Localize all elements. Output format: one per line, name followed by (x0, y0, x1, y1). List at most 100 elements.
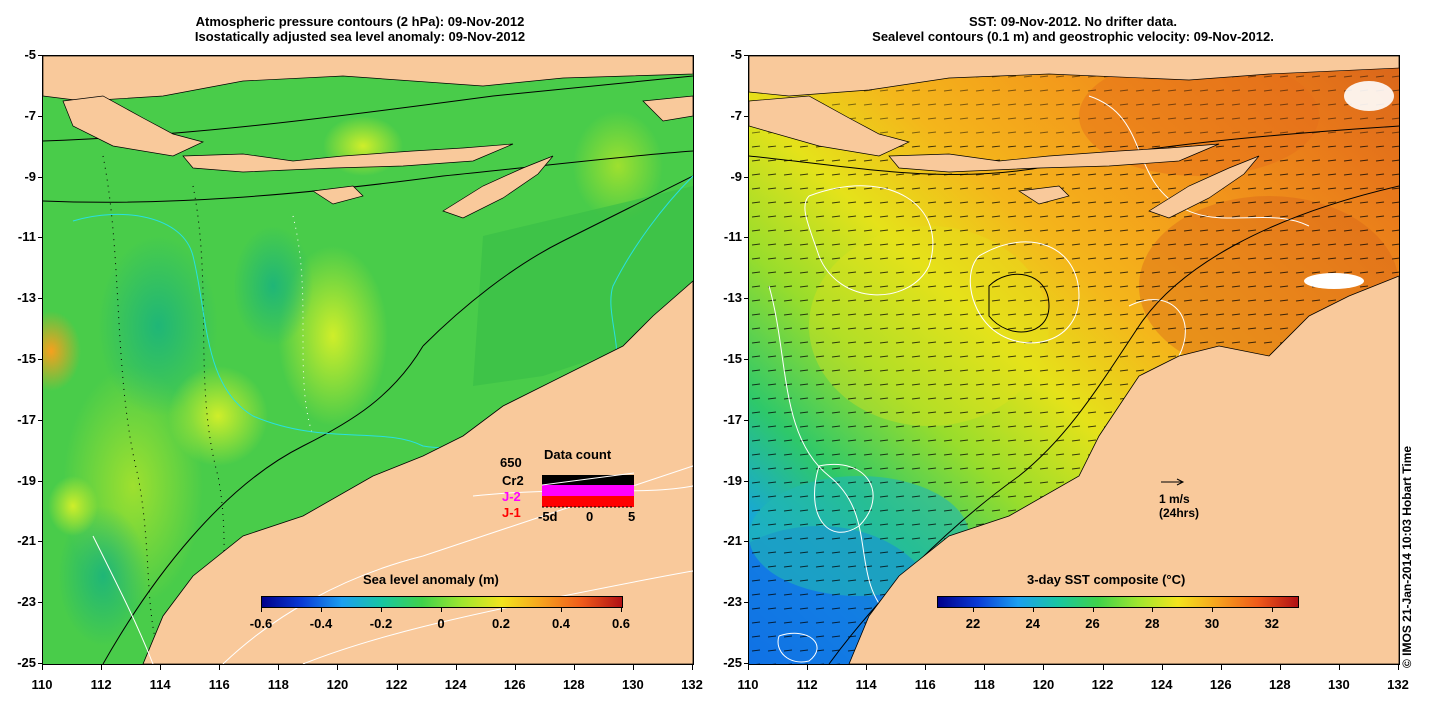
x-tick (1338, 665, 1340, 670)
sla-contour (292, 215, 314, 437)
velocity-scale-note: (24hrs) (1159, 506, 1200, 520)
y-axis-label: -23 (723, 594, 742, 610)
legend-series-1: J-2 (502, 489, 521, 504)
sla-lobe (233, 226, 313, 346)
y-axis-label: -21 (17, 533, 36, 549)
y-tick (744, 359, 748, 360)
x-tick (42, 665, 43, 670)
x-axis-label: 114 (855, 677, 877, 692)
colorbar-tick (1152, 608, 1154, 612)
cloud-patch (1304, 273, 1364, 289)
land-timor (1148, 155, 1260, 219)
data-count-inset: 650 Data count Cr2 J-2 J-1 -5d 0 5 (498, 447, 658, 531)
y-axis-label: -15 (723, 351, 742, 366)
x-tick (278, 665, 280, 670)
y-tick (744, 237, 748, 239)
colorbar-tick (1092, 608, 1094, 612)
y-axis-label: -15 (17, 351, 36, 366)
x-tick (692, 665, 693, 670)
x-axis-label: 124 (444, 677, 467, 692)
pressure-contour (422, 175, 693, 347)
land-australia (848, 275, 1399, 664)
hist-tick: 0 (586, 509, 594, 524)
sla-lobe (98, 236, 218, 416)
colorbar-tick-label: 30 (1204, 616, 1220, 631)
colorbar-tick-label: 0.6 (611, 616, 631, 631)
y-tick (38, 480, 42, 482)
y-axis-label: -21 (723, 533, 742, 549)
left-title-line1: Atmospheric pressure contours (2 hPa): 0… (195, 14, 525, 29)
x-tick (1220, 665, 1222, 670)
hist-tick: -5d (538, 509, 558, 524)
x-axis-label: 128 (1268, 677, 1291, 692)
data-count-value: 650 (500, 455, 522, 470)
y-tick (744, 419, 748, 421)
sla-colorbar (261, 596, 623, 608)
x-tick (337, 665, 339, 670)
sea-level-anomaly-map[interactable]: 650 Data count Cr2 J-2 J-1 -5d 0 5 Sea l… (42, 55, 694, 665)
x-tick (219, 665, 221, 670)
x-tick (632, 665, 634, 670)
y-axis-label: -7 (24, 107, 36, 123)
land-timor (442, 155, 554, 219)
colorbar-tick-label: -0.2 (369, 616, 393, 631)
y-axis-label: -25 (17, 655, 36, 670)
land-islands (888, 143, 1220, 173)
sla-lobe (58, 506, 148, 646)
sla-lobe (48, 476, 98, 536)
colorbar-tick-label: 0.2 (491, 616, 511, 631)
y-axis-label: -13 (17, 290, 36, 306)
sst-map[interactable]: 1 m/s (24hrs) 3-day SST composite (°C) 2… (748, 55, 1400, 665)
x-tick (925, 665, 927, 670)
colorbar-tick (501, 608, 502, 612)
y-axis-label: -9 (24, 168, 36, 184)
data-count-title: Data count (544, 447, 612, 462)
y-axis-label: -19 (723, 472, 742, 488)
sealevel-contour-dark (988, 273, 1050, 333)
velocity-scale-label: 1 m/s (1159, 492, 1190, 506)
colorbar-tick (973, 608, 974, 612)
right-panel-title: SST: 09-Nov-2012. No drifter data. Seale… (748, 14, 1398, 44)
land-lesser-sunda (62, 95, 205, 157)
hist-bar (542, 496, 634, 507)
colorbar-tick-label: 24 (1025, 616, 1040, 631)
land-contour (92, 535, 154, 664)
land-java (749, 56, 1399, 97)
velocity-scale: 1 m/s (24hrs) (1159, 474, 1199, 520)
right-title-line2: Sealevel contours (0.1 m) and geostrophi… (872, 29, 1274, 44)
x-tick (455, 665, 457, 670)
x-tick (807, 665, 809, 670)
colorbar-tick (261, 608, 262, 612)
x-axis-label: 120 (326, 677, 349, 692)
y-tick (38, 298, 42, 300)
y-tick (38, 359, 42, 360)
y-axis-label: -11 (17, 229, 36, 245)
y-axis-label: -13 (723, 290, 742, 306)
sla-lobe (168, 366, 268, 466)
colorbar-tick (321, 608, 322, 612)
colorbar-tick (1032, 608, 1034, 612)
x-axis-label: 122 (1091, 677, 1114, 692)
x-tick (101, 665, 103, 670)
land-east-islands (642, 95, 693, 122)
colorbar-tick-label: -0.4 (309, 616, 333, 631)
x-tick (748, 665, 749, 670)
x-tick (1279, 665, 1281, 670)
y-axis-label: -9 (730, 168, 742, 184)
y-tick (38, 176, 42, 178)
left-panel-title: Atmospheric pressure contours (2 hPa): 0… (60, 14, 660, 44)
x-axis-label: 126 (503, 677, 526, 692)
cyan-contour (72, 175, 693, 449)
land-lesser-sunda (749, 95, 911, 157)
y-tick (38, 55, 42, 56)
copyright-text: © IMOS 21-Jan-2014 10:03 Hobart Time (1400, 445, 1414, 668)
y-axis-label: -23 (17, 594, 36, 610)
x-axis-label: 124 (1150, 677, 1173, 692)
sst-colorbar-label: 3-day SST composite (°C) (1027, 572, 1186, 587)
y-axis-label: -17 (17, 411, 36, 427)
colorbar-tick (1271, 608, 1273, 612)
x-tick (160, 665, 162, 670)
x-axis-label: 118 (973, 677, 995, 692)
sealevel-contour (804, 185, 934, 296)
x-axis-label: 130 (622, 677, 644, 692)
